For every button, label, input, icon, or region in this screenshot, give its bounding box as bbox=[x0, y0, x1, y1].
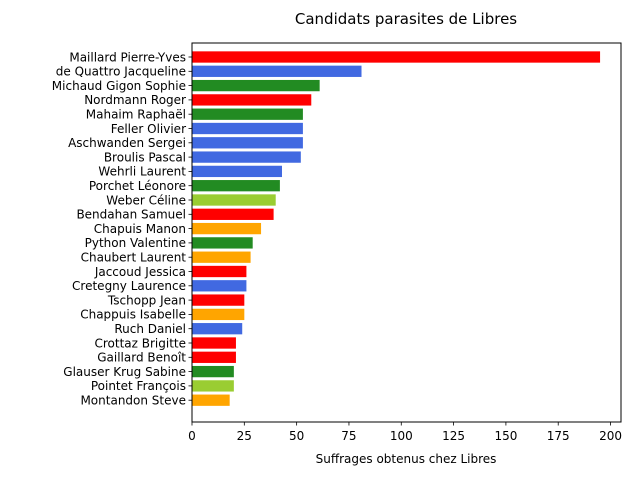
y-tick-label: Tschopp Jean bbox=[107, 293, 186, 307]
y-tick-label: Nordmann Roger bbox=[84, 93, 186, 107]
y-tick-label: Bendahan Samuel bbox=[76, 208, 186, 222]
y-tick-label: Gaillard Benoît bbox=[97, 351, 186, 365]
y-tick-label: Maillard Pierre-Yves bbox=[69, 50, 186, 64]
bar bbox=[192, 337, 236, 349]
x-tick-label: 75 bbox=[341, 429, 356, 443]
bar bbox=[192, 323, 243, 335]
bar bbox=[192, 265, 247, 278]
bar bbox=[192, 51, 601, 63]
bar bbox=[192, 65, 362, 77]
y-tick-label: Ruch Daniel bbox=[114, 322, 186, 336]
y-tick-label: Crottaz Brigitte bbox=[94, 336, 186, 350]
bar bbox=[192, 237, 253, 249]
bar bbox=[192, 380, 234, 392]
bar bbox=[192, 122, 303, 135]
y-tick-label: Pointet François bbox=[91, 379, 186, 393]
y-tick-label: Chapuis Manon bbox=[94, 222, 186, 236]
bar bbox=[192, 308, 245, 321]
bar bbox=[192, 280, 247, 292]
x-tick-label: 100 bbox=[390, 429, 413, 443]
y-tick-label: Feller Olivier bbox=[111, 122, 186, 136]
y-tick-label: Broulis Pascal bbox=[104, 150, 186, 164]
x-tick-label: 0 bbox=[188, 429, 196, 443]
y-tick-label: Cretegny Laurence bbox=[72, 279, 186, 293]
y-tick-label: Wehrli Laurent bbox=[98, 165, 186, 179]
bar bbox=[192, 222, 262, 235]
y-tick-label: Michaud Gigon Sophie bbox=[52, 79, 186, 93]
chart-title: Candidats parasites de Libres bbox=[295, 10, 517, 28]
x-ticks: 0 25 50 75 100 125 150 175 200 bbox=[188, 422, 622, 443]
x-tick-label: 50 bbox=[289, 429, 304, 443]
y-tick-label: Porchet Léonore bbox=[89, 179, 186, 193]
x-tick-label: 150 bbox=[494, 429, 517, 443]
y-tick-label: de Quattro Jacqueline bbox=[56, 65, 186, 79]
bars-group bbox=[192, 51, 601, 406]
y-tick-label: Glauser Krug Sabine bbox=[63, 365, 186, 379]
bar bbox=[192, 365, 234, 378]
y-tick-label: Chappuis Isabelle bbox=[80, 308, 186, 322]
y-tick-label: Chaubert Laurent bbox=[81, 251, 187, 265]
bar bbox=[192, 94, 312, 106]
bar bbox=[192, 79, 320, 92]
bar bbox=[192, 108, 303, 120]
bar bbox=[192, 137, 303, 149]
y-tick-label: Python Valentine bbox=[85, 236, 186, 250]
bar bbox=[192, 251, 251, 263]
x-tick-label: 25 bbox=[237, 429, 252, 443]
bar bbox=[192, 165, 282, 178]
y-tick-label: Aschwanden Sergei bbox=[68, 136, 186, 150]
bar bbox=[192, 151, 301, 163]
y-tick-label: Jaccoud Jessica bbox=[94, 265, 186, 279]
y-tick-label: Montandon Steve bbox=[80, 394, 186, 408]
x-tick-label: 175 bbox=[547, 429, 570, 443]
bar bbox=[192, 180, 280, 192]
y-tick-label: Mahaim Raphaël bbox=[86, 108, 186, 122]
bar bbox=[192, 394, 230, 406]
axes-frame bbox=[191, 42, 622, 423]
bar bbox=[192, 294, 245, 306]
bar bbox=[192, 208, 274, 220]
x-axis-label: Suffrages obtenus chez Libres bbox=[316, 452, 497, 466]
y-tick-label: Weber Céline bbox=[106, 193, 186, 207]
x-tick-label: 200 bbox=[599, 429, 622, 443]
bar bbox=[192, 194, 276, 206]
bar bbox=[192, 351, 236, 363]
x-tick-label: 125 bbox=[442, 429, 465, 443]
